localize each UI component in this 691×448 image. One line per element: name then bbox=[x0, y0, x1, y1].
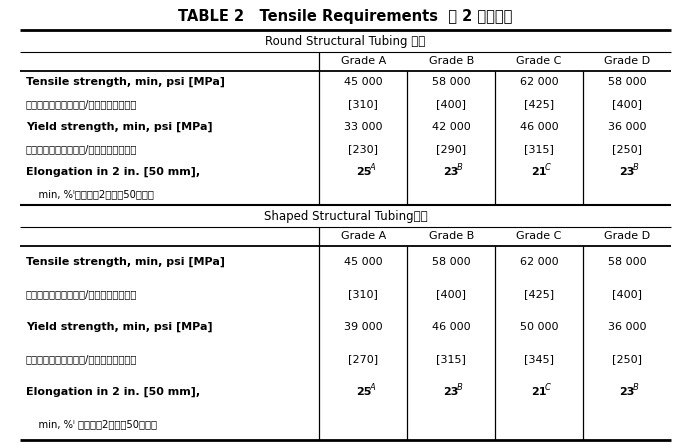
Text: 45 000: 45 000 bbox=[344, 77, 383, 87]
Text: 屈服强度，最小值，磅/平方英寸（兆帕）: 屈服强度，最小值，磅/平方英寸（兆帕） bbox=[26, 354, 138, 364]
Text: Elongation in 2 in. [50 mm],: Elongation in 2 in. [50 mm], bbox=[26, 166, 200, 177]
Text: [425]: [425] bbox=[524, 99, 554, 109]
Text: [250]: [250] bbox=[612, 144, 642, 154]
Text: TABLE 2   Tensile Requirements  表 2 拉伸要求: TABLE 2 Tensile Requirements 表 2 拉伸要求 bbox=[178, 9, 513, 23]
Text: Round Structural Tubing 圆管: Round Structural Tubing 圆管 bbox=[265, 34, 426, 47]
Text: Shaped Structural Tubing形管: Shaped Structural Tubing形管 bbox=[264, 210, 427, 223]
Text: A: A bbox=[369, 383, 375, 392]
Text: A: A bbox=[369, 163, 375, 172]
Text: 62 000: 62 000 bbox=[520, 257, 558, 267]
Text: [290]: [290] bbox=[436, 144, 466, 154]
Text: Grade A: Grade A bbox=[341, 56, 386, 66]
Text: [315]: [315] bbox=[524, 144, 554, 154]
Text: [400]: [400] bbox=[612, 289, 642, 300]
Text: Grade B: Grade B bbox=[428, 56, 474, 66]
Text: 抗拉强度，最小值，磅/平方英寸（兆帕）: 抗拉强度，最小值，磅/平方英寸（兆帕） bbox=[26, 99, 138, 109]
Text: [345]: [345] bbox=[524, 354, 554, 364]
Text: 45 000: 45 000 bbox=[344, 257, 383, 267]
Text: 46 000: 46 000 bbox=[520, 122, 558, 132]
Text: [400]: [400] bbox=[436, 99, 466, 109]
Text: 21: 21 bbox=[531, 167, 547, 177]
Text: Tensile strength, min, psi [MPa]: Tensile strength, min, psi [MPa] bbox=[26, 257, 225, 267]
Text: 46 000: 46 000 bbox=[432, 322, 471, 332]
Text: [315]: [315] bbox=[436, 354, 466, 364]
Text: [250]: [250] bbox=[612, 354, 642, 364]
Text: 62 000: 62 000 bbox=[520, 77, 558, 87]
Text: [310]: [310] bbox=[348, 99, 379, 109]
Text: Grade C: Grade C bbox=[516, 231, 562, 241]
Text: 33 000: 33 000 bbox=[344, 122, 383, 132]
Text: C: C bbox=[545, 383, 551, 392]
Text: 36 000: 36 000 bbox=[608, 122, 646, 132]
Text: min, %ᴵ伸长率，2英寸（50毫米）: min, %ᴵ伸长率，2英寸（50毫米） bbox=[26, 189, 154, 199]
Text: Elongation in 2 in. [50 mm],: Elongation in 2 in. [50 mm], bbox=[26, 386, 200, 396]
Text: Grade C: Grade C bbox=[516, 56, 562, 66]
Text: 58 000: 58 000 bbox=[608, 257, 646, 267]
Text: Grade D: Grade D bbox=[604, 56, 650, 66]
Text: C: C bbox=[545, 163, 551, 172]
Text: 58 000: 58 000 bbox=[608, 77, 646, 87]
Text: 39 000: 39 000 bbox=[344, 322, 383, 332]
Text: B: B bbox=[457, 383, 463, 392]
Text: 25: 25 bbox=[356, 167, 371, 177]
Text: [310]: [310] bbox=[348, 289, 379, 300]
Text: 23: 23 bbox=[619, 167, 635, 177]
Text: Yield strength, min, psi [MPa]: Yield strength, min, psi [MPa] bbox=[26, 122, 213, 132]
Text: B: B bbox=[633, 163, 638, 172]
Text: B: B bbox=[633, 383, 638, 392]
Text: 50 000: 50 000 bbox=[520, 322, 558, 332]
Text: [425]: [425] bbox=[524, 289, 554, 300]
Text: 抗拉强度，最小值，磅/平方英寸（兆帕）: 抗拉强度，最小值，磅/平方英寸（兆帕） bbox=[26, 289, 138, 300]
Text: [400]: [400] bbox=[436, 289, 466, 300]
Text: 23: 23 bbox=[619, 387, 635, 396]
Text: 23: 23 bbox=[444, 167, 459, 177]
Text: [230]: [230] bbox=[348, 144, 379, 154]
Text: 屈服强度，最小值，磅/平方英寸（兆帕）: 屈服强度，最小值，磅/平方英寸（兆帕） bbox=[26, 144, 138, 154]
Text: 25: 25 bbox=[356, 387, 371, 396]
Text: Grade A: Grade A bbox=[341, 231, 386, 241]
Text: 58 000: 58 000 bbox=[432, 77, 471, 87]
Text: [400]: [400] bbox=[612, 99, 642, 109]
Text: 36 000: 36 000 bbox=[608, 322, 646, 332]
Text: Yield strength, min, psi [MPa]: Yield strength, min, psi [MPa] bbox=[26, 322, 213, 332]
Text: Grade B: Grade B bbox=[428, 231, 474, 241]
Text: 42 000: 42 000 bbox=[432, 122, 471, 132]
Text: B: B bbox=[457, 163, 463, 172]
Text: Tensile strength, min, psi [MPa]: Tensile strength, min, psi [MPa] bbox=[26, 77, 225, 87]
Text: 21: 21 bbox=[531, 387, 547, 396]
Text: 23: 23 bbox=[444, 387, 459, 396]
Text: 58 000: 58 000 bbox=[432, 257, 471, 267]
Text: [270]: [270] bbox=[348, 354, 379, 364]
Text: Grade D: Grade D bbox=[604, 231, 650, 241]
Text: min, %ᴵ 伸长率，2英寸（50毫米）: min, %ᴵ 伸长率，2英寸（50毫米） bbox=[26, 419, 157, 429]
